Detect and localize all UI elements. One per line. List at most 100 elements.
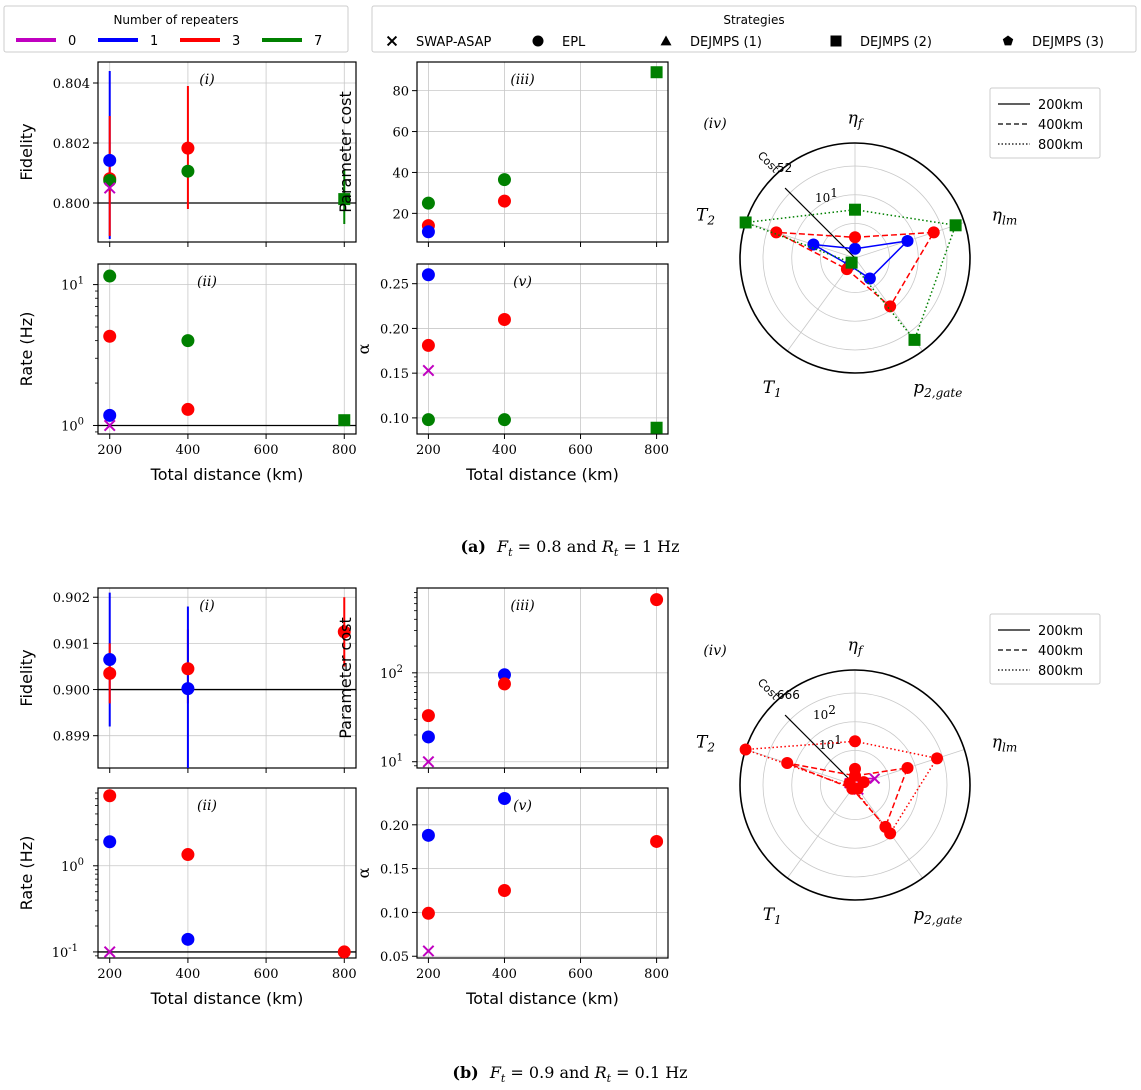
plot-frame: [416, 61, 669, 243]
data-point: [181, 164, 195, 178]
y-axis-label: Parameter cost: [336, 617, 355, 739]
data-point: [497, 312, 511, 326]
data-point: [497, 173, 511, 187]
panel-label: (v): [513, 798, 532, 814]
y-tick-label: 102: [380, 664, 403, 682]
ring-label: 101: [815, 186, 838, 205]
data-point: [497, 677, 511, 691]
data-point: [421, 225, 435, 239]
caption-b: (b) Ft = 0.9 and Rt = 0.1 Hz: [452, 1063, 687, 1085]
x-axis-label: Total distance (km): [465, 465, 619, 484]
x-stroke: [422, 364, 435, 377]
legend-strategy-label: DEJMPS (2): [860, 35, 932, 50]
panel-label: (iv): [703, 116, 726, 132]
y-axis-label: Fidelity: [17, 649, 36, 706]
data-point: [103, 419, 116, 432]
caption-a-label: (a): [460, 537, 486, 556]
x-tick-label: 400: [175, 443, 200, 458]
legend-repeater-label: 0: [68, 34, 76, 49]
data-point: [422, 755, 435, 768]
panel-label: (iii): [510, 72, 534, 88]
data-point: [103, 153, 117, 167]
data-point: [338, 414, 351, 427]
panel-b-v: 200 400 600 800 0.05 0.10 0.15 0.20 Total distan…: [354, 787, 669, 1008]
radar-axis-label: T2: [696, 205, 715, 227]
caption-a-r: R: [601, 537, 614, 556]
panel-b-i: 0.899 0.900 0.901 0.902 Fidelity (i): [17, 587, 357, 773]
data-point: [421, 906, 435, 920]
radar-spoke: [745, 222, 856, 259]
radar-axis-label: T2: [696, 732, 715, 754]
panel-label: (ii): [197, 274, 217, 290]
x-tick-label: 600: [568, 967, 593, 982]
y-tick-label: 60: [392, 126, 409, 141]
radar-axis-label: ηf: [848, 636, 865, 658]
data-point: [421, 730, 435, 744]
x-tick-label: 200: [416, 443, 441, 458]
x-tick-label: 800: [644, 443, 669, 458]
data-point: [650, 66, 663, 79]
radar-spoke: [745, 749, 856, 786]
data-point: [103, 408, 117, 422]
x-tick-label: 600: [254, 967, 279, 982]
data-point: [422, 945, 435, 957]
y-tick-label: 0.25: [380, 278, 409, 293]
y-tick-label: 100: [61, 416, 84, 434]
radar-axis-label: p2,gate: [913, 378, 962, 400]
data-point: [421, 196, 435, 210]
plot-frame: [416, 587, 669, 769]
legend-marker-pentagon: [1002, 35, 1014, 46]
data-point: [181, 334, 195, 348]
x-tick-label: 400: [492, 443, 517, 458]
data-point: [650, 834, 664, 848]
x-stroke: [386, 35, 398, 47]
radar-point: [739, 216, 752, 229]
radar-point: [908, 333, 921, 346]
x-tick-label: 800: [644, 967, 669, 982]
radar-point: [931, 752, 944, 765]
y-tick-label: 0.901: [53, 637, 90, 652]
x-stroke: [422, 755, 435, 768]
y-axis-label: α: [354, 867, 373, 878]
x-axis-label: Total distance (km): [465, 989, 619, 1008]
y-tick-label: 101: [380, 753, 403, 771]
radar-legend-label: 800km: [1038, 664, 1083, 679]
data-point: [181, 848, 195, 862]
caption-b-mid: = 0.9 and: [505, 1063, 594, 1082]
caption-b-label: (b): [452, 1063, 478, 1082]
plot-frame: [416, 263, 669, 435]
data-point: [338, 193, 351, 206]
data-point: [103, 174, 117, 187]
y-tick-label: 0.900: [53, 684, 90, 699]
panel-b-ii: 200 400 600 800 10-1 100 Total distance (km) Ra…: [17, 787, 357, 1008]
radar-b: Cost666102101ηfηlmp2,gateT1T2(iv)200km40…: [696, 613, 1101, 927]
legend-repeaters-title: Number of repeaters: [113, 13, 238, 27]
data-point: [422, 364, 435, 377]
radar-axis-label: p2,gate: [913, 905, 962, 927]
x-axis-label: Total distance (km): [150, 465, 304, 484]
y-tick-label: 0.10: [380, 412, 409, 427]
data-point: [497, 413, 511, 427]
y-tick-label: 80: [392, 85, 409, 100]
legend-marker-circle: [532, 35, 544, 47]
radar-axis-label: T1: [763, 905, 782, 927]
y-tick-label: 0.15: [380, 367, 409, 382]
data-point: [103, 269, 117, 283]
legend-repeaters: Number of repeaters 0 1 3 7: [3, 5, 349, 53]
radar-polygon-200km: [813, 239, 910, 280]
caption-a-mid: = 0.8 and: [513, 537, 602, 556]
radar-polygon-400km: [775, 231, 936, 308]
radar-legend: [989, 613, 1101, 685]
radar-legend-label: 400km: [1038, 644, 1083, 659]
radar-axis-label: ηlm: [992, 732, 1017, 754]
plot-frame: [97, 263, 357, 435]
caption-a-end: = 1 Hz: [618, 537, 679, 556]
data-point: [103, 946, 116, 958]
plot-frame: [416, 787, 669, 959]
cost-axis: [784, 187, 856, 259]
data-point: [103, 653, 117, 667]
caption-a-f: F: [496, 537, 509, 556]
panel-label: (i): [199, 72, 214, 88]
panel-b-iii: 101 102 Parameter cost (iii): [336, 587, 669, 773]
